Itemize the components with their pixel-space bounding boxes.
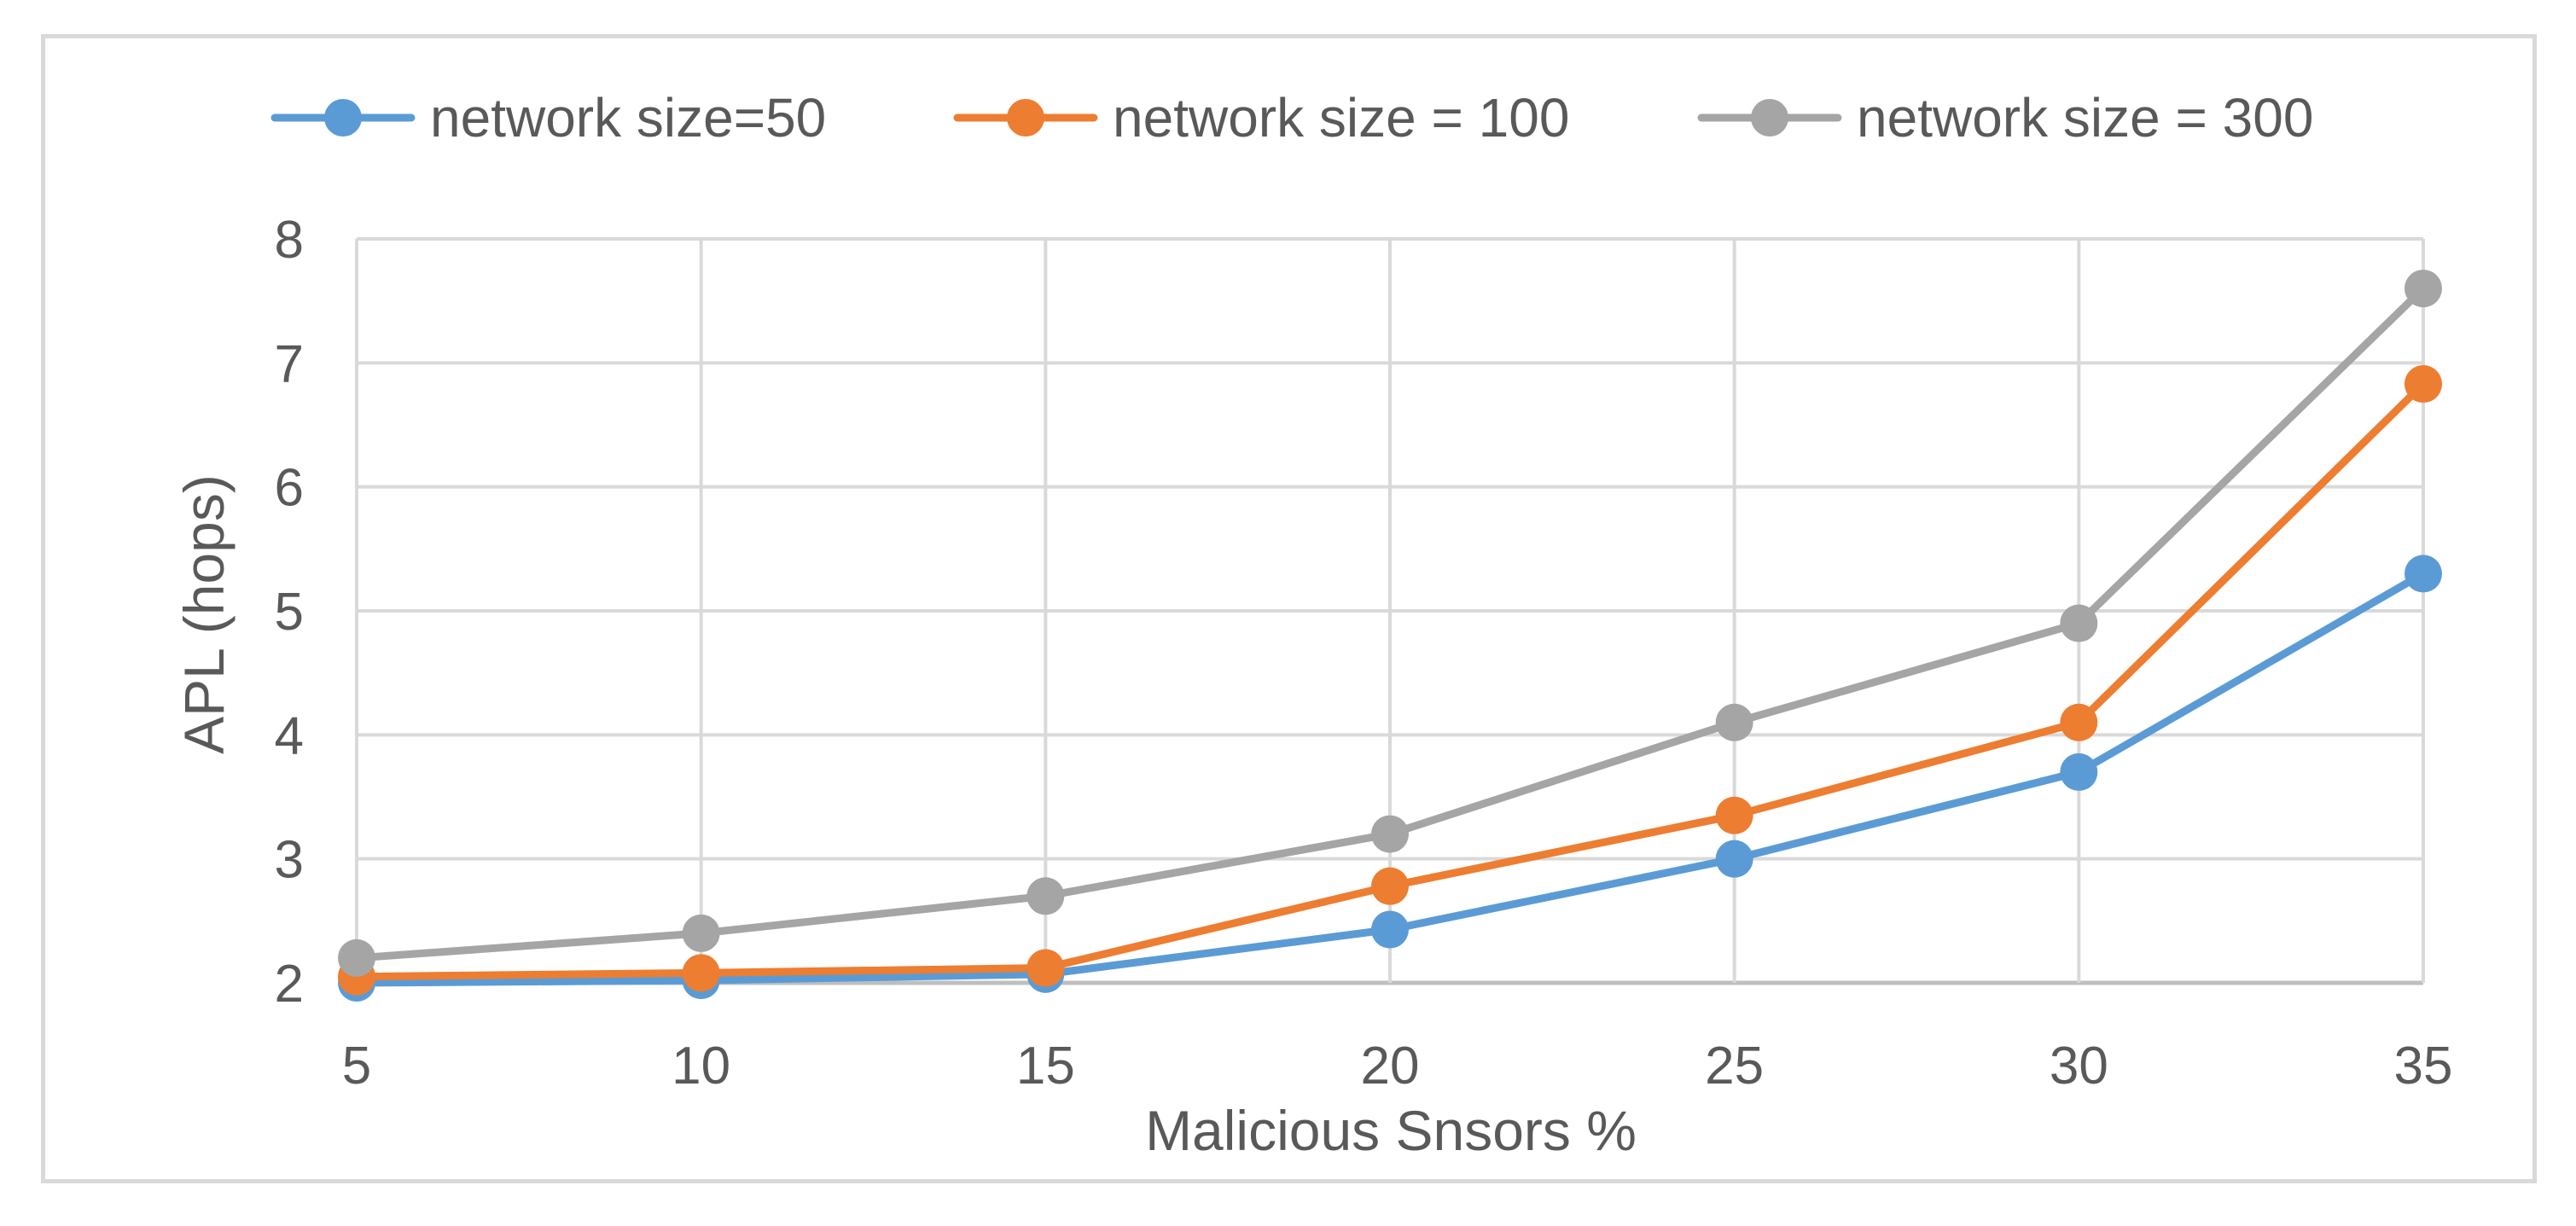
x-tick-label: 30: [2050, 1037, 2108, 1095]
legend-label: network size = 100: [1113, 87, 1569, 148]
data-point: [1371, 910, 1409, 949]
y-tick-label: 2: [275, 955, 304, 1014]
legend-label: network size = 300: [1857, 87, 2313, 148]
data-point: [2404, 555, 2442, 593]
x-tick-label: 25: [1705, 1037, 1764, 1095]
legend-entry-1: network size=50: [270, 87, 826, 148]
x-tick-label: 15: [1016, 1037, 1075, 1095]
y-tick-label: 3: [275, 831, 304, 890]
data-point: [1371, 867, 1409, 905]
data-point: [2060, 703, 2098, 741]
x-tick-label: 5: [342, 1037, 371, 1095]
series: [338, 270, 2442, 1002]
tick-labels: 2 3 4 5 6 7 8 5 10 15 20 25 30 35: [275, 211, 2453, 1095]
data-point: [682, 954, 720, 992]
y-tick-label: 4: [275, 706, 304, 765]
y-tick-label: 7: [275, 334, 304, 393]
chart-frame: [41, 34, 2537, 1183]
y-tick-label: 8: [275, 211, 304, 270]
legend-marker: [1751, 99, 1788, 137]
data-point: [1715, 840, 1753, 878]
y-axis-title: APL (hops): [172, 474, 236, 754]
data-point: [1715, 703, 1753, 741]
x-tick-label: 20: [1361, 1037, 1420, 1095]
data-point: [1715, 796, 1753, 834]
legend-marker: [324, 99, 362, 137]
data-point: [2404, 365, 2442, 404]
y-tick-label: 6: [275, 459, 304, 518]
x-axis-title: Malicious Snsors %: [1145, 1099, 1637, 1162]
legend-entry-3: network size = 300: [1697, 87, 2313, 148]
legend-entry-2: network size = 100: [953, 87, 1569, 148]
data-point: [682, 914, 720, 952]
data-point: [1026, 949, 1065, 987]
legend: network size=50 network size = 100 network…: [270, 87, 2313, 148]
series-2: [338, 365, 2442, 996]
data-point: [2060, 604, 2098, 642]
legend-marker: [1007, 99, 1044, 137]
y-tick-label: 5: [275, 583, 304, 642]
x-tick-label: 10: [672, 1037, 730, 1095]
series-3: [338, 270, 2442, 977]
data-point: [2060, 752, 2098, 791]
data-point: [1371, 815, 1409, 853]
legend-label: network size=50: [430, 87, 826, 148]
data-point: [2404, 270, 2442, 308]
data-point: [338, 938, 375, 977]
x-tick-label: 35: [2394, 1037, 2453, 1095]
data-point: [1026, 877, 1065, 915]
